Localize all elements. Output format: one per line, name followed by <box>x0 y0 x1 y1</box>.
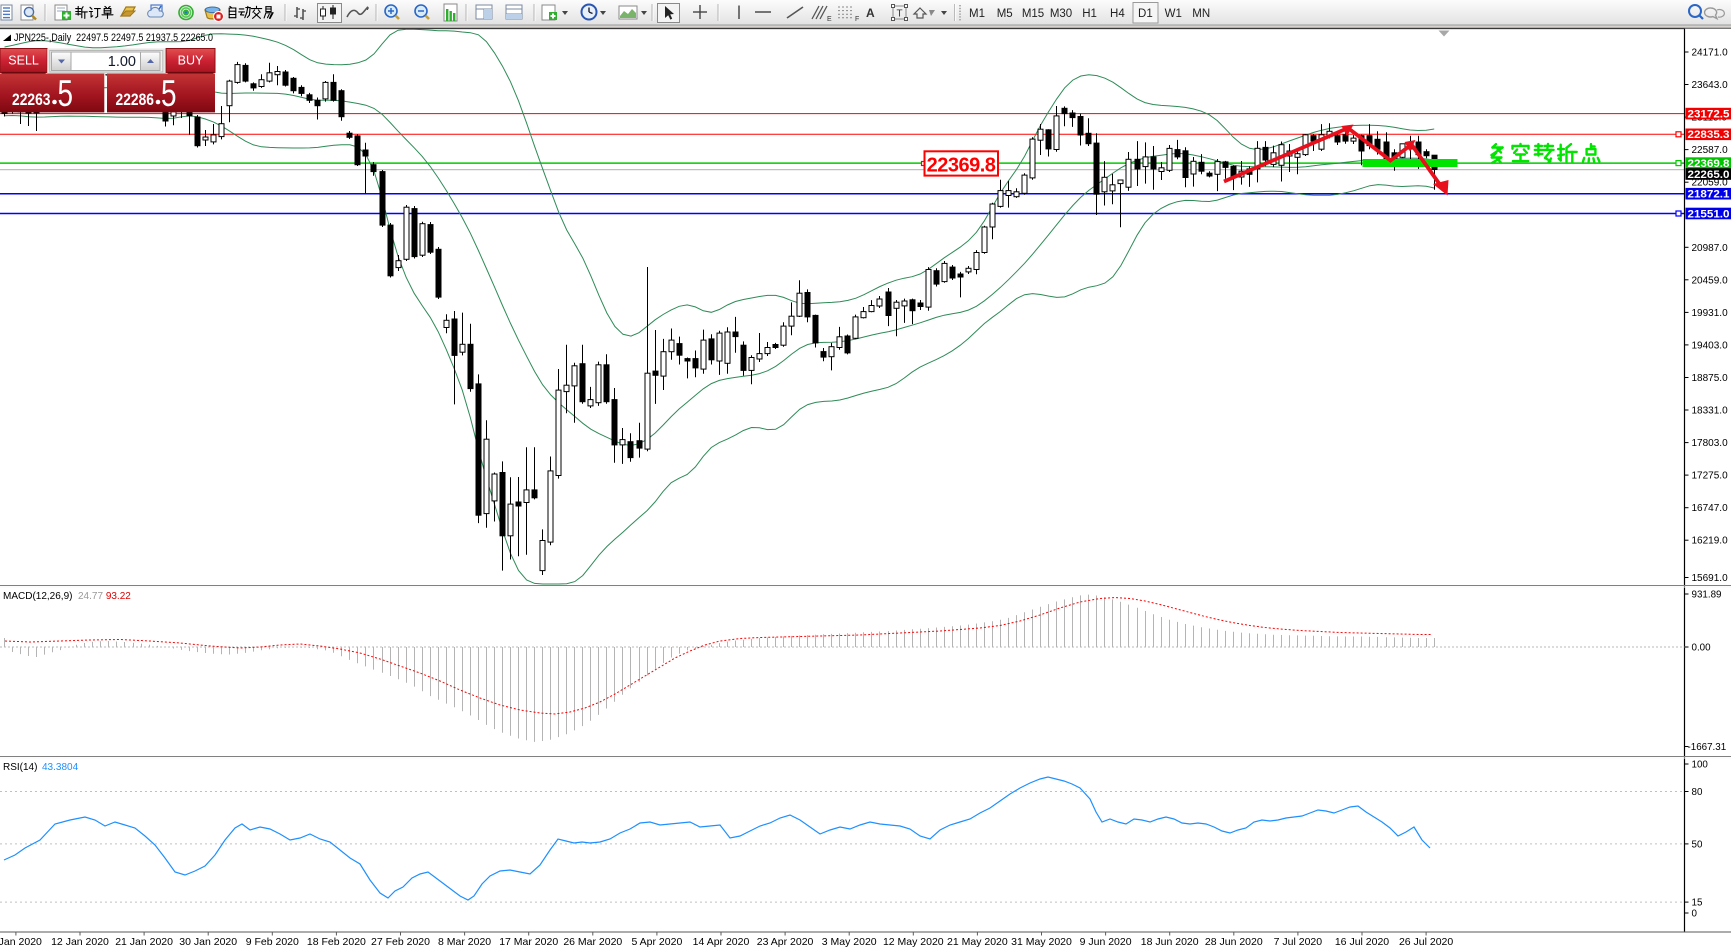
svg-text:100: 100 <box>1692 760 1709 771</box>
svg-text:23172.5: 23172.5 <box>1688 108 1730 120</box>
svg-text:0: 0 <box>1692 909 1698 920</box>
svg-text:22263: 22263 <box>12 91 51 109</box>
svg-text:16747.0: 16747.0 <box>1692 503 1729 514</box>
svg-text:3 May 2020: 3 May 2020 <box>822 936 877 948</box>
svg-text:17 Mar 2020: 17 Mar 2020 <box>499 936 558 948</box>
svg-text:17275.0: 17275.0 <box>1692 471 1729 482</box>
svg-text:16219.0: 16219.0 <box>1692 536 1729 547</box>
svg-text:JPN225-,Daily 22497.5 22497.5: JPN225-,Daily 22497.5 22497.5 21937.5 22… <box>14 32 213 44</box>
svg-text:27 Feb 2020: 27 Feb 2020 <box>371 936 430 948</box>
svg-text:T: T <box>896 9 902 20</box>
svg-text:21551.0: 21551.0 <box>1688 208 1730 220</box>
svg-text:RSI(14): RSI(14) <box>3 762 40 773</box>
svg-text:18 Feb 2020: 18 Feb 2020 <box>307 936 366 948</box>
svg-text:15691.0: 15691.0 <box>1692 573 1729 584</box>
svg-text:12 May 2020: 12 May 2020 <box>883 936 944 948</box>
svg-text:24171.0: 24171.0 <box>1692 48 1729 59</box>
svg-text:MACD(12,26,9): MACD(12,26,9) <box>3 591 75 602</box>
svg-text:1.00: 1.00 <box>108 54 136 70</box>
svg-text:5: 5 <box>161 73 177 114</box>
svg-text:H1: H1 <box>1082 8 1097 20</box>
svg-text:SELL: SELL <box>8 54 39 68</box>
svg-text:0.00: 0.00 <box>1692 643 1712 654</box>
svg-text:MN: MN <box>1192 8 1210 20</box>
svg-text:15: 15 <box>1692 898 1703 909</box>
svg-text:14 Apr 2020: 14 Apr 2020 <box>693 936 750 948</box>
svg-text:31 May 2020: 31 May 2020 <box>1011 936 1072 948</box>
svg-text:20459.0: 20459.0 <box>1692 275 1729 286</box>
svg-text:28 Jun 2020: 28 Jun 2020 <box>1205 936 1263 948</box>
svg-text:24.77 93.22: 24.77 93.22 <box>78 591 131 602</box>
svg-text:5 Apr 2020: 5 Apr 2020 <box>632 936 683 948</box>
svg-text:2 Jan 2020: 2 Jan 2020 <box>0 936 42 948</box>
svg-text:50: 50 <box>1692 839 1703 850</box>
svg-text:43.3804: 43.3804 <box>42 762 79 773</box>
svg-text:21 May 2020: 21 May 2020 <box>947 936 1008 948</box>
svg-text:9 Jun 2020: 9 Jun 2020 <box>1080 936 1132 948</box>
svg-text:5: 5 <box>58 73 74 114</box>
svg-text:16 Jul 2020: 16 Jul 2020 <box>1335 936 1389 948</box>
svg-text:7 Jul 2020: 7 Jul 2020 <box>1274 936 1323 948</box>
svg-text:18 Jun 2020: 18 Jun 2020 <box>1141 936 1199 948</box>
svg-text:19403.0: 19403.0 <box>1692 340 1729 351</box>
svg-text:M30: M30 <box>1050 8 1072 20</box>
svg-text:21872.1: 21872.1 <box>1688 189 1730 201</box>
svg-text:22369.8: 22369.8 <box>1688 158 1730 170</box>
svg-text:22265.0: 22265.0 <box>1688 169 1730 181</box>
svg-text:22286: 22286 <box>116 91 155 109</box>
svg-text:H4: H4 <box>1110 8 1125 20</box>
svg-text:22835.3: 22835.3 <box>1688 129 1730 141</box>
svg-text:18331.0: 18331.0 <box>1692 406 1729 417</box>
svg-text:A: A <box>866 6 875 20</box>
svg-text:E: E <box>827 16 832 23</box>
svg-text:W1: W1 <box>1165 8 1182 20</box>
svg-text:26 Jul 2020: 26 Jul 2020 <box>1399 936 1453 948</box>
svg-text:9 Feb 2020: 9 Feb 2020 <box>246 936 299 948</box>
svg-text:12 Jan 2020: 12 Jan 2020 <box>51 936 109 948</box>
svg-text:22587.0: 22587.0 <box>1692 145 1729 156</box>
svg-text:20987.0: 20987.0 <box>1692 243 1729 254</box>
svg-text:22369.8: 22369.8 <box>927 155 996 177</box>
svg-text:21 Jan 2020: 21 Jan 2020 <box>115 936 173 948</box>
svg-text:F: F <box>855 16 859 23</box>
svg-text:8 Mar 2020: 8 Mar 2020 <box>438 936 491 948</box>
svg-text:931.89: 931.89 <box>1692 590 1722 601</box>
svg-text:M15: M15 <box>1022 8 1044 20</box>
svg-text:M5: M5 <box>997 8 1013 20</box>
svg-text:22059.0: 22059.0 <box>1692 178 1729 189</box>
svg-text:26 Mar 2020: 26 Mar 2020 <box>563 936 622 948</box>
svg-text:D1: D1 <box>1138 8 1153 20</box>
svg-text:19931.0: 19931.0 <box>1692 308 1729 319</box>
svg-text:80: 80 <box>1692 787 1703 798</box>
svg-text:17803.0: 17803.0 <box>1692 438 1729 449</box>
svg-text:30 Jan 2020: 30 Jan 2020 <box>179 936 237 948</box>
svg-text:BUY: BUY <box>178 54 204 68</box>
svg-text:-1667.31: -1667.31 <box>1688 742 1727 753</box>
svg-text:23643.0: 23643.0 <box>1692 80 1729 91</box>
svg-text:23 Apr 2020: 23 Apr 2020 <box>757 936 814 948</box>
svg-text:18875.0: 18875.0 <box>1692 373 1729 384</box>
svg-text:M1: M1 <box>969 8 985 20</box>
